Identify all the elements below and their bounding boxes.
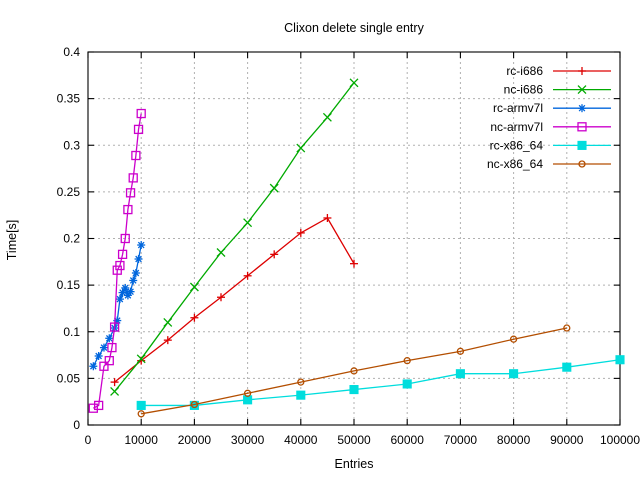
y-tick-label: 0.1 bbox=[63, 325, 80, 339]
y-tick-label: 0.15 bbox=[57, 278, 81, 292]
series-nc-x86_64 bbox=[137, 324, 571, 418]
y-tick-label: 0.2 bbox=[63, 232, 80, 246]
x-tick-label: 20000 bbox=[178, 433, 212, 447]
x-tick-label: 80000 bbox=[497, 433, 531, 447]
y-tick-label: 0 bbox=[73, 418, 80, 432]
legend-label: rc-i686 bbox=[506, 64, 543, 78]
legend-item-nc-i686[interactable]: nc-i686 bbox=[504, 83, 611, 97]
legend-label: nc-x86_64 bbox=[487, 157, 543, 171]
legend-item-nc-armv7l[interactable]: nc-armv7l bbox=[490, 120, 611, 134]
x-tick-label: 0 bbox=[85, 433, 92, 447]
data-series bbox=[88, 78, 625, 418]
y-tick-label: 0.05 bbox=[57, 371, 81, 385]
legend-item-rc-i686[interactable]: rc-i686 bbox=[506, 64, 611, 78]
x-tick-label: 30000 bbox=[231, 433, 265, 447]
legend-label: rc-x86_64 bbox=[490, 138, 544, 152]
legend: rc-i686 nc-i686 rc-armv7l nc-armv7l rc-x86_6… bbox=[487, 64, 611, 171]
legend-label: nc-i686 bbox=[504, 83, 544, 97]
x-tick-label: 50000 bbox=[337, 433, 371, 447]
legend-item-rc-x86_64[interactable]: rc-x86_64 bbox=[490, 138, 611, 152]
series-nc-armv7l bbox=[88, 108, 146, 413]
y-axis-label: Time[s] bbox=[5, 220, 19, 261]
x-tick-label: 10000 bbox=[125, 433, 159, 447]
legend-item-rc-armv7l[interactable]: rc-armv7l bbox=[493, 101, 611, 115]
y-tick-label: 0.25 bbox=[57, 185, 81, 199]
x-tick-label: 100000 bbox=[600, 433, 640, 447]
legend-label: nc-armv7l bbox=[490, 120, 543, 134]
y-tick-label: 0.3 bbox=[63, 138, 80, 152]
x-tick-label: 40000 bbox=[284, 433, 318, 447]
chart-title: Clixon delete single entry bbox=[284, 21, 424, 35]
series-rc-i686 bbox=[110, 213, 358, 387]
x-tick-label: 90000 bbox=[550, 433, 584, 447]
y-tick-label: 0.35 bbox=[57, 92, 81, 106]
plot-frame bbox=[87, 51, 621, 426]
y-tick-label: 0.4 bbox=[63, 45, 80, 59]
legend-item-nc-x86_64[interactable]: nc-x86_64 bbox=[487, 157, 611, 171]
tick-labels: 0 0.05 0.1 0.15 0.2 0.25 0.3 0.35 0.4 0 10000 20000… bbox=[57, 45, 640, 447]
legend-label: rc-armv7l bbox=[493, 101, 543, 115]
x-tick-label: 70000 bbox=[444, 433, 478, 447]
x-tick-label: 60000 bbox=[391, 433, 425, 447]
x-axis-label: Entries bbox=[335, 457, 374, 471]
series-rc-armv7l bbox=[89, 241, 146, 371]
series-nc-i686 bbox=[110, 78, 359, 396]
